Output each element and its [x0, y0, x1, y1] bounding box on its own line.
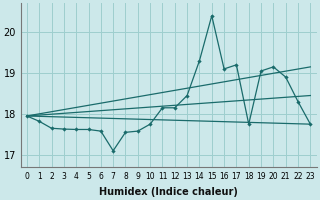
X-axis label: Humidex (Indice chaleur): Humidex (Indice chaleur) — [99, 187, 238, 197]
